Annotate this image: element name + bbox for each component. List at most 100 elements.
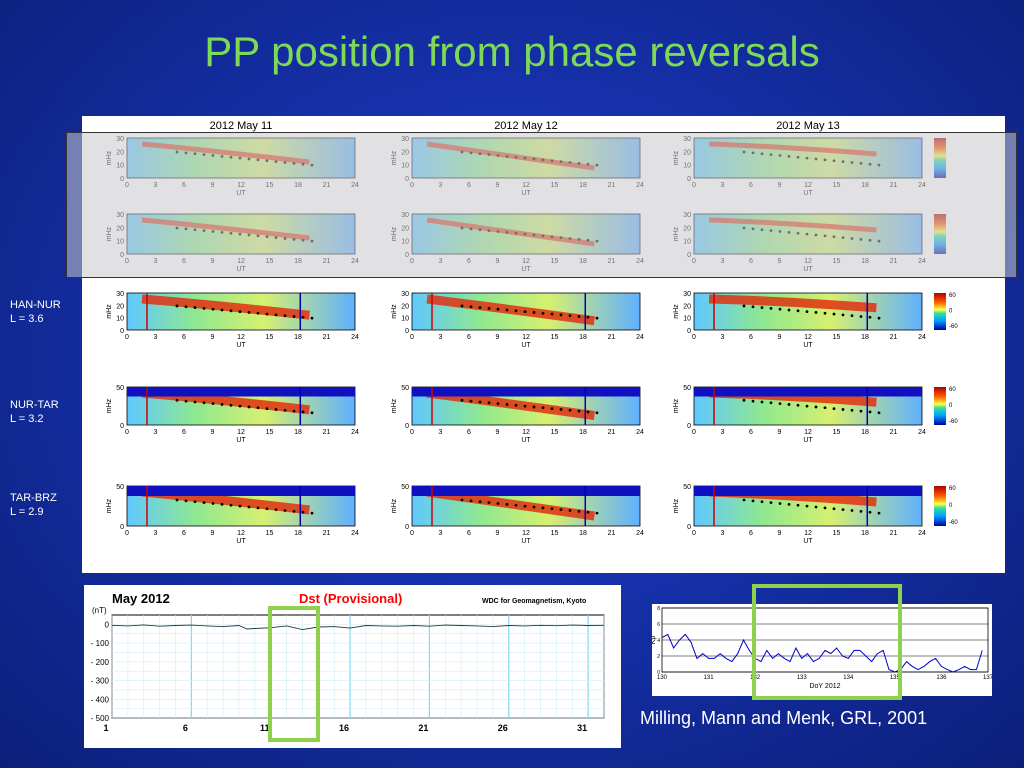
x-tick-label: 0 xyxy=(410,334,414,341)
dst-header-left: May 2012 xyxy=(112,591,170,606)
pp-trace xyxy=(742,498,881,515)
trace-point xyxy=(760,306,764,309)
x-tick-label: 0 xyxy=(692,334,696,341)
trace-point xyxy=(868,410,872,414)
x-tick-label: 0 xyxy=(410,530,414,537)
x-tick-label: 0 xyxy=(125,429,129,436)
trace-point xyxy=(787,502,791,506)
trace-point xyxy=(568,509,572,512)
trace-point xyxy=(496,307,500,311)
kp-x-tick: 130 xyxy=(657,675,668,681)
y-tick-label: 30 xyxy=(683,291,691,298)
y-axis-label: mHz xyxy=(673,398,680,413)
x-tick-label: 12 xyxy=(522,429,530,436)
x-tick-label: 9 xyxy=(496,429,500,436)
trace-point xyxy=(769,501,773,505)
dst-x-tick: 26 xyxy=(498,723,508,733)
x-tick-label: 15 xyxy=(833,530,841,537)
kp-y-tick: 0 xyxy=(657,670,660,676)
x-axis-label: UT xyxy=(236,342,246,349)
no-data-region xyxy=(127,486,355,496)
trace-point xyxy=(760,500,764,504)
trace-point xyxy=(310,511,314,515)
x-tick-label: 9 xyxy=(211,429,215,436)
l-shell: L = 3.6 xyxy=(10,313,44,325)
trace-point xyxy=(823,311,827,315)
trace-point xyxy=(487,501,491,505)
colorbar-tick: 60 xyxy=(949,387,956,393)
x-tick-label: 15 xyxy=(551,334,559,341)
y-tick-label: 10 xyxy=(116,316,124,323)
trace-point xyxy=(751,399,755,403)
kp-series-line xyxy=(661,633,983,673)
kp-x-tick: 137 xyxy=(983,675,992,681)
x-tick-label: 0 xyxy=(410,429,414,436)
x-tick-label: 3 xyxy=(439,530,443,537)
trace-point xyxy=(751,305,755,309)
trace-point xyxy=(805,310,809,314)
kp-x-tick: 131 xyxy=(704,675,715,681)
y-tick-label: 50 xyxy=(401,484,409,491)
trace-point xyxy=(523,310,527,314)
trace-point xyxy=(274,508,278,512)
no-data-region xyxy=(412,486,640,496)
trace-point xyxy=(301,510,305,514)
pp-trace xyxy=(460,304,599,320)
trace-point xyxy=(859,315,863,318)
trace-point xyxy=(256,506,260,510)
x-tick-label: 18 xyxy=(579,530,587,537)
dst-header-right: WDC for Geomagnetism, Kyoto xyxy=(482,598,586,605)
dst-title: Dst (Provisional) xyxy=(299,591,402,606)
trace-point xyxy=(778,502,782,505)
no-data-region xyxy=(127,387,355,397)
trace-point xyxy=(577,409,581,413)
trace-point xyxy=(541,311,545,315)
x-tick-label: 24 xyxy=(351,429,359,436)
trace-point xyxy=(850,408,854,412)
colorbar-tick: 0 xyxy=(949,403,953,409)
x-tick-label: 0 xyxy=(125,530,129,537)
trace-point xyxy=(823,406,827,410)
x-tick-label: 21 xyxy=(608,530,616,537)
trace-point xyxy=(292,315,296,318)
date-label: 2012 May 13 xyxy=(776,120,840,132)
x-tick-label: 12 xyxy=(237,429,245,436)
trace-point xyxy=(478,306,482,309)
trace-point xyxy=(283,509,287,512)
trace-point xyxy=(469,305,473,309)
trace-point xyxy=(292,509,296,513)
x-tick-label: 3 xyxy=(721,334,725,341)
trace-point xyxy=(859,409,863,413)
y-tick-label: 0 xyxy=(687,328,691,335)
x-tick-label: 12 xyxy=(804,530,812,537)
trace-point xyxy=(514,309,518,313)
trace-point xyxy=(184,499,188,503)
x-tick-label: 6 xyxy=(467,429,471,436)
trace-point xyxy=(559,508,563,512)
trace-point xyxy=(310,316,314,320)
trace-point xyxy=(238,504,242,508)
x-tick-label: 12 xyxy=(522,530,530,537)
x-tick-label: 12 xyxy=(522,334,530,341)
x-tick-label: 12 xyxy=(237,530,245,537)
x-tick-label: 24 xyxy=(918,429,926,436)
trace-point xyxy=(877,411,881,415)
trace-point xyxy=(796,309,800,313)
trace-point xyxy=(247,505,251,509)
pp-trace xyxy=(742,304,881,320)
y-tick-label: 0 xyxy=(120,524,124,531)
colorbar-tick: 0 xyxy=(949,309,953,315)
y-tick-label: 50 xyxy=(683,484,691,491)
colorbar xyxy=(934,293,946,330)
trace-point xyxy=(523,504,527,508)
x-tick-label: 15 xyxy=(833,334,841,341)
trace-point xyxy=(220,403,224,406)
trace-point xyxy=(532,505,536,509)
trace-point xyxy=(586,510,590,514)
trace-point xyxy=(550,312,554,316)
x-tick-label: 18 xyxy=(294,334,302,341)
y-tick-label: 0 xyxy=(120,423,124,430)
x-tick-label: 24 xyxy=(351,530,359,537)
